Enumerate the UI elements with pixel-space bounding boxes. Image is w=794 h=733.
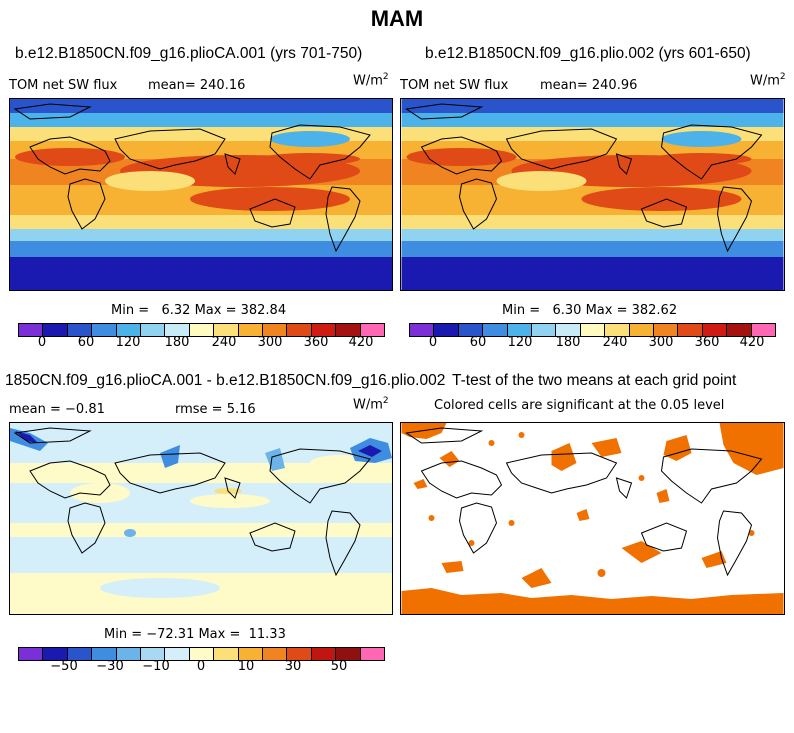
panel3-map-graphic <box>10 423 392 614</box>
panel3-tick: 10 <box>237 659 255 674</box>
panel2-tick: 0 <box>428 335 438 350</box>
panel1-tick: 180 <box>164 335 190 350</box>
panel4-title: T-test of the two means at each grid poi… <box>452 372 737 389</box>
panel1-tick: 420 <box>348 335 374 350</box>
panel2-title: b.e12.B1850CN.f09_g16.plio.002 (yrs 601-… <box>425 45 751 62</box>
panel1-variable-label: TOM net SW flux <box>9 78 118 93</box>
panel3-title: 1850CN.f09_g16.plioCA.001 - b.e12.B1850C… <box>5 372 446 389</box>
panel4-map <box>400 422 785 615</box>
panel2-map <box>400 98 785 291</box>
panel3-tick: −30 <box>96 659 124 674</box>
panel1-tick: 120 <box>115 335 141 350</box>
panel1-tick: 300 <box>257 335 283 350</box>
panel3-minmax: Min = −72.31 Max = 11.33 <box>104 627 286 642</box>
panel2-tick: 60 <box>469 335 487 350</box>
panel4-subtitle: Colored cells are significant at the 0.0… <box>434 398 725 413</box>
panel3-rmse-label: rmse = 5.16 <box>175 402 256 417</box>
panel4-map-graphic <box>401 423 784 614</box>
panel2-map-graphic <box>401 99 784 290</box>
panel2-units: W/m2 <box>750 72 786 89</box>
panel2-tick: 300 <box>648 335 674 350</box>
panel2-tick: 420 <box>739 335 765 350</box>
panel1-units: W/m2 <box>353 72 389 89</box>
panel1-tick: 240 <box>211 335 237 350</box>
panel2-tick: 360 <box>694 335 720 350</box>
panel3-map <box>9 422 393 615</box>
panel2-minmax: Min = 6.30 Max = 382.62 <box>502 303 678 318</box>
panel2-colorbar <box>409 323 776 337</box>
panel3-mean-label: mean = −0.81 <box>9 402 105 417</box>
panel1-tick: 60 <box>77 335 95 350</box>
panel1-tick: 360 <box>303 335 329 350</box>
panel2-tick: 120 <box>507 335 533 350</box>
panel2-tick: 180 <box>555 335 581 350</box>
panel2-tick: 240 <box>602 335 628 350</box>
panel1-colorbar <box>18 323 385 337</box>
panel3-tick: 50 <box>330 659 348 674</box>
panel3-tick: −50 <box>50 659 78 674</box>
panel1-map <box>9 98 393 291</box>
panel1-title: b.e12.B1850CN.f09_g16.plioCA.001 (yrs 70… <box>15 45 363 62</box>
panel3-tick: 30 <box>284 659 302 674</box>
panel3-tick: 0 <box>196 659 206 674</box>
panel2-variable-label: TOM net SW flux <box>400 78 509 93</box>
panel3-units: W/m2 <box>353 396 389 413</box>
panel1-map-graphic <box>10 99 392 290</box>
panel3-tick: −10 <box>142 659 170 674</box>
panel1-mean-label: mean= 240.16 <box>148 78 246 93</box>
main-title: MAM <box>370 6 424 31</box>
panel1-tick: 0 <box>37 335 47 350</box>
panel3-colorbar <box>18 647 385 661</box>
panel2-mean-label: mean= 240.96 <box>540 78 638 93</box>
panel1-minmax: Min = 6.32 Max = 382.84 <box>111 303 287 318</box>
